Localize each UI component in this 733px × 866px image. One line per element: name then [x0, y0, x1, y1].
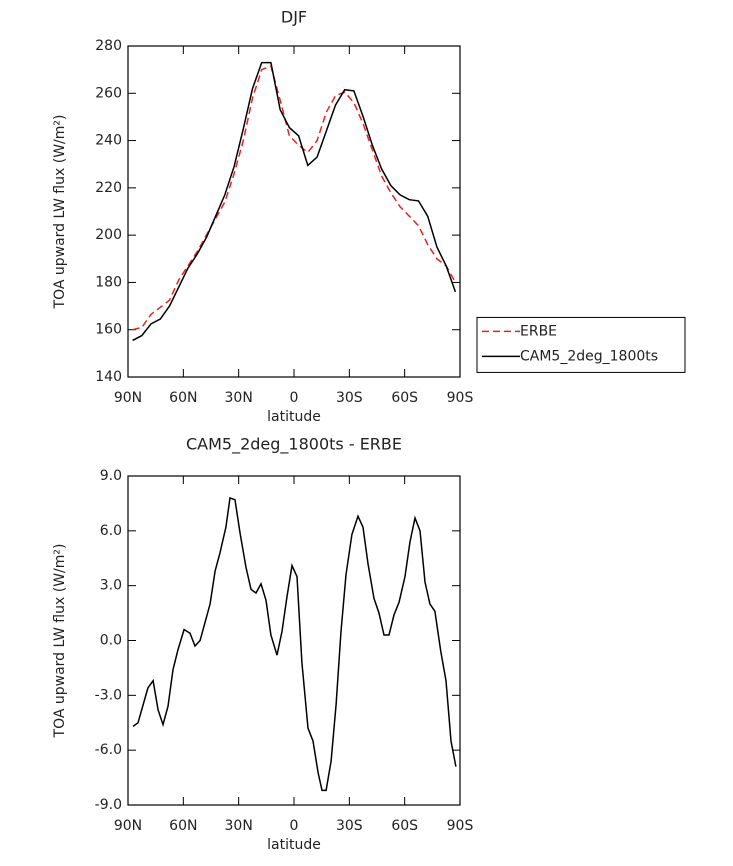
legend-label: ERBE: [520, 323, 557, 339]
x-tick-label: 60S: [391, 390, 418, 406]
y-tick-label: 200: [95, 227, 122, 243]
y-tick-label: 160: [95, 322, 122, 338]
x-tick-label: 90N: [114, 390, 142, 406]
chart-title: CAM5_2deg_1800ts - ERBE: [186, 435, 402, 455]
y-tick-label: -3.0: [95, 687, 122, 703]
x-tick-label: 60N: [169, 390, 197, 406]
y-tick-label: 3.0: [100, 578, 122, 594]
x-tick-label: 90N: [114, 818, 142, 834]
x-tick-label: 30S: [336, 818, 363, 834]
y-tick-label: -9.0: [95, 797, 122, 813]
plot-frame: [127, 475, 461, 806]
x-tick-label: 30N: [225, 390, 253, 406]
chart-title: DJF: [281, 8, 307, 27]
data-line: [132, 61, 457, 342]
x-axis-label: latitude: [267, 409, 321, 425]
x-tick-label: 0: [290, 818, 299, 834]
y-tick-label: 220: [95, 180, 122, 196]
y-tick-label: 6.0: [100, 523, 122, 539]
plot-frame: [127, 45, 461, 378]
data-line: [132, 496, 457, 792]
x-tick-label: 60S: [391, 818, 418, 834]
x-tick-label: 30S: [336, 390, 363, 406]
y-tick-label: 280: [95, 38, 122, 54]
x-axis-label: latitude: [267, 837, 321, 853]
x-tick-label: 90S: [447, 390, 474, 406]
y-tick-label: -6.0: [95, 742, 122, 758]
y-tick-label: 9.0: [100, 468, 122, 484]
y-tick-label: 240: [95, 133, 122, 149]
y-tick-label: 260: [95, 85, 122, 101]
x-tick-label: 30N: [225, 818, 253, 834]
y-tick-label: 180: [95, 274, 122, 290]
legend-label: CAM5_2deg_1800ts: [520, 348, 658, 364]
x-tick-label: 0: [290, 390, 299, 406]
y-axis-label: TOA upward LW flux (W/m²): [52, 115, 68, 310]
x-tick-label: 60N: [169, 818, 197, 834]
data-line: [132, 65, 457, 331]
x-tick-label: 90S: [447, 818, 474, 834]
legend-box: [476, 316, 686, 373]
y-tick-label: 140: [95, 369, 122, 385]
y-axis-label: TOA upward LW flux (W/m²): [52, 544, 68, 739]
y-tick-label: 0.0: [100, 633, 122, 649]
